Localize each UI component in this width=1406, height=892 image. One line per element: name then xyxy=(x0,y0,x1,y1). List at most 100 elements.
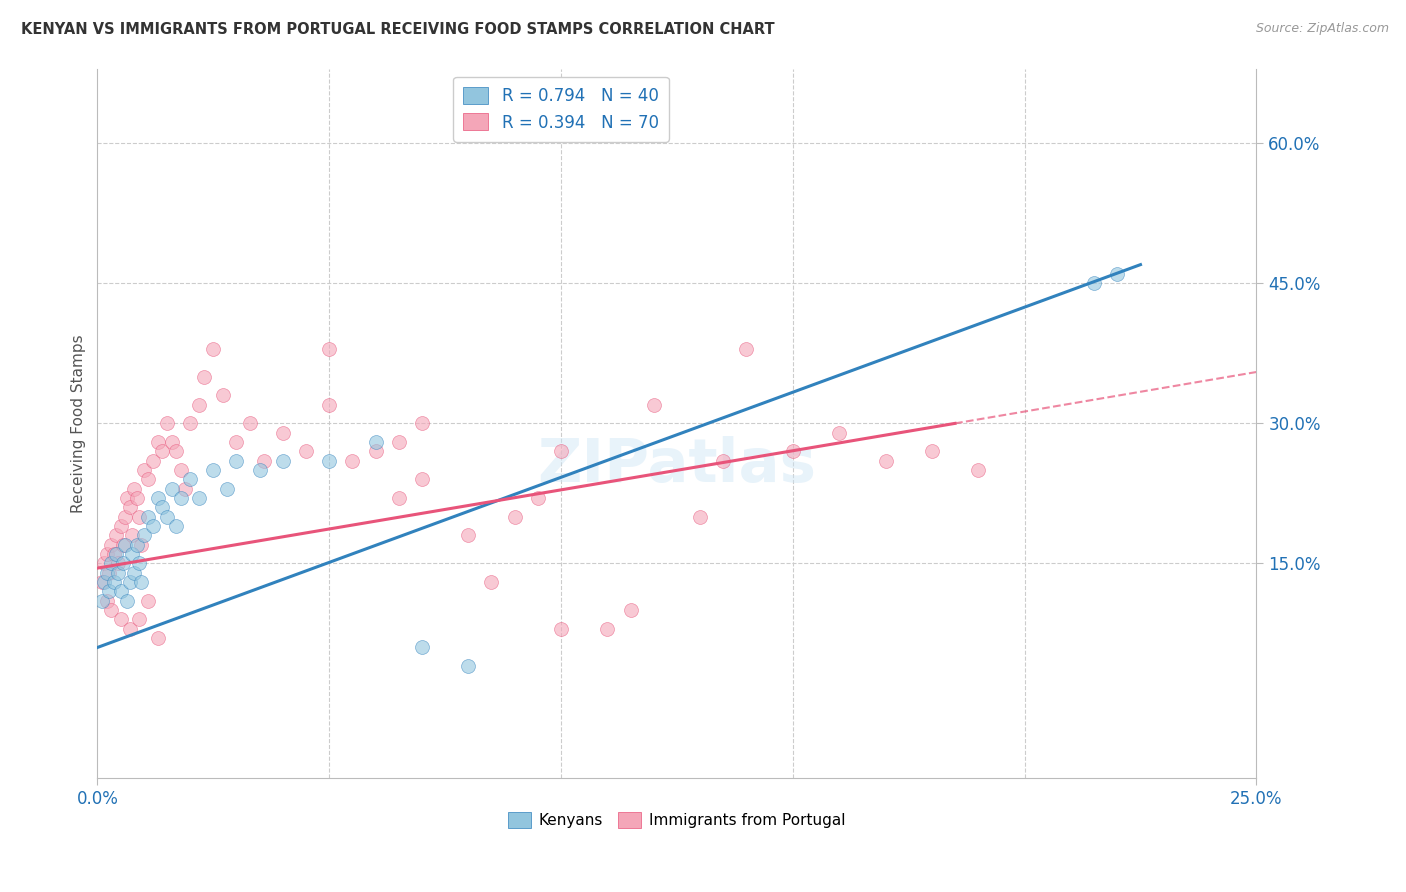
Point xyxy=(318,342,340,356)
Point xyxy=(735,342,758,356)
Point xyxy=(170,491,193,505)
Point xyxy=(91,594,114,608)
Point xyxy=(170,463,193,477)
Point xyxy=(107,557,129,571)
Point xyxy=(118,500,141,515)
Point xyxy=(132,463,155,477)
Point xyxy=(117,491,139,505)
Point xyxy=(211,388,233,402)
Point xyxy=(110,519,132,533)
Point xyxy=(550,622,572,636)
Point xyxy=(271,454,294,468)
Point xyxy=(689,509,711,524)
Point xyxy=(125,491,148,505)
Point xyxy=(295,444,318,458)
Point xyxy=(100,603,122,617)
Point xyxy=(150,444,173,458)
Point xyxy=(124,566,146,580)
Point xyxy=(97,566,120,580)
Point xyxy=(271,425,294,440)
Point xyxy=(100,538,122,552)
Point xyxy=(411,640,433,655)
Point xyxy=(1083,277,1105,291)
Point xyxy=(411,472,433,486)
Point xyxy=(118,575,141,590)
Point xyxy=(711,454,734,468)
Point xyxy=(1107,267,1129,281)
Point xyxy=(249,463,271,477)
Point xyxy=(217,482,239,496)
Point xyxy=(596,622,619,636)
Point xyxy=(125,538,148,552)
Point xyxy=(388,491,411,505)
Point xyxy=(146,435,169,450)
Point xyxy=(124,482,146,496)
Point xyxy=(103,575,125,590)
Point xyxy=(364,435,387,450)
Point xyxy=(121,528,143,542)
Point xyxy=(165,444,187,458)
Point xyxy=(118,622,141,636)
Point xyxy=(96,566,118,580)
Point xyxy=(179,417,201,431)
Text: ZIPatlas: ZIPatlas xyxy=(537,436,817,495)
Point xyxy=(117,594,139,608)
Point xyxy=(202,463,225,477)
Point xyxy=(103,547,125,561)
Point xyxy=(114,509,136,524)
Point xyxy=(202,342,225,356)
Point xyxy=(318,398,340,412)
Point xyxy=(619,603,641,617)
Point xyxy=(526,491,548,505)
Point xyxy=(96,547,118,561)
Point xyxy=(160,482,183,496)
Point xyxy=(114,538,136,552)
Point xyxy=(253,454,276,468)
Point xyxy=(179,472,201,486)
Point xyxy=(481,575,503,590)
Point xyxy=(457,528,479,542)
Point xyxy=(156,509,179,524)
Point xyxy=(643,398,665,412)
Point xyxy=(104,528,127,542)
Point xyxy=(146,491,169,505)
Point xyxy=(156,417,179,431)
Point xyxy=(97,584,120,599)
Point xyxy=(188,491,211,505)
Point xyxy=(132,528,155,542)
Point xyxy=(128,509,150,524)
Point xyxy=(107,566,129,580)
Point xyxy=(188,398,211,412)
Point xyxy=(128,557,150,571)
Point xyxy=(91,575,114,590)
Point xyxy=(96,594,118,608)
Point xyxy=(503,509,526,524)
Point xyxy=(225,454,247,468)
Text: Source: ZipAtlas.com: Source: ZipAtlas.com xyxy=(1256,22,1389,36)
Point xyxy=(138,509,160,524)
Point xyxy=(128,612,150,626)
Point xyxy=(138,594,160,608)
Point xyxy=(239,417,262,431)
Point xyxy=(457,659,479,673)
Point xyxy=(411,417,433,431)
Point xyxy=(104,547,127,561)
Point xyxy=(967,463,990,477)
Point xyxy=(142,519,165,533)
Point xyxy=(388,435,411,450)
Legend: Kenyans, Immigrants from Portugal: Kenyans, Immigrants from Portugal xyxy=(502,806,852,834)
Point xyxy=(160,435,183,450)
Point xyxy=(225,435,247,450)
Y-axis label: Receiving Food Stamps: Receiving Food Stamps xyxy=(72,334,86,513)
Text: KENYAN VS IMMIGRANTS FROM PORTUGAL RECEIVING FOOD STAMPS CORRELATION CHART: KENYAN VS IMMIGRANTS FROM PORTUGAL RECEI… xyxy=(21,22,775,37)
Point xyxy=(111,538,134,552)
Point xyxy=(111,557,134,571)
Point xyxy=(131,538,153,552)
Point xyxy=(146,631,169,645)
Point xyxy=(150,500,173,515)
Point xyxy=(110,584,132,599)
Point xyxy=(131,575,153,590)
Point xyxy=(142,454,165,468)
Point xyxy=(550,444,572,458)
Point xyxy=(782,444,804,458)
